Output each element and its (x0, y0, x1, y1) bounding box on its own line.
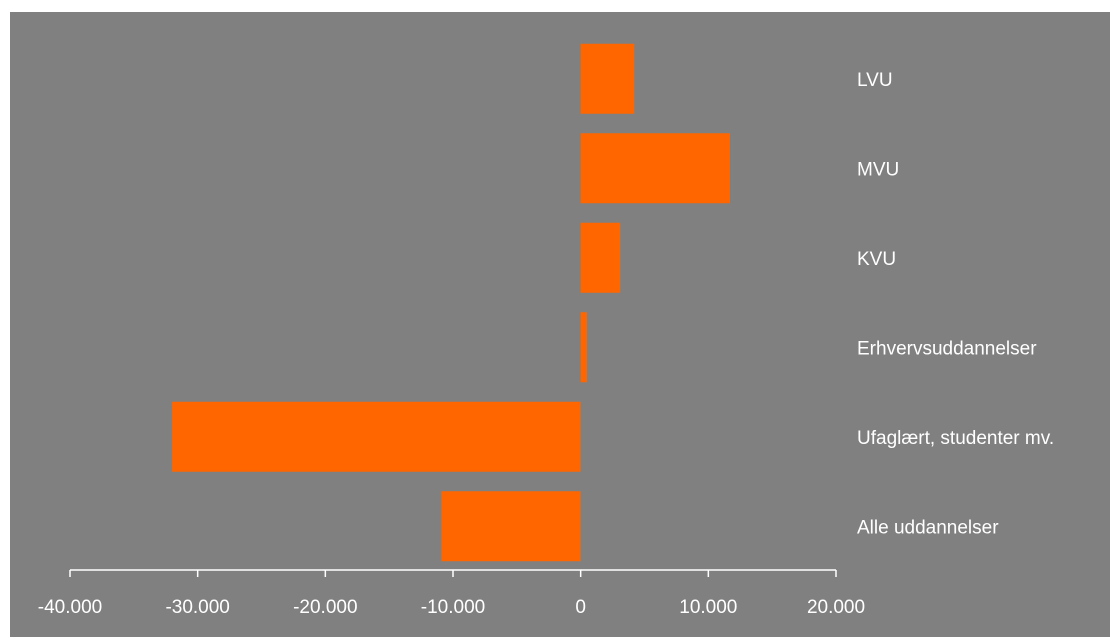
bar (172, 401, 581, 472)
category-label: MVU (857, 159, 899, 180)
x-tick-label: -10.000 (421, 597, 485, 618)
x-tick-label: 20.000 (807, 597, 865, 618)
bar (441, 491, 581, 562)
bar (580, 312, 588, 383)
x-tick-label: -30.000 (165, 597, 229, 618)
bar (580, 133, 731, 204)
x-tick-label: -40.000 (38, 597, 102, 618)
x-axis: -40.000 -30.000 -20.000 -10.000 0 10.000 20.00… (38, 569, 865, 618)
category-label: Ufaglært, studenter mv. (857, 428, 1054, 449)
bars-group (172, 43, 731, 562)
bar (580, 222, 621, 293)
x-tick-label: -20.000 (293, 597, 357, 618)
x-tick-label: 0 (575, 597, 586, 618)
category-labels: LVU MVU KVU Erhvervsuddannelser Ufaglært, st… (857, 70, 1054, 539)
category-label: LVU (857, 70, 893, 91)
x-tick-label: 10.000 (679, 597, 737, 618)
category-label: Alle uddannelser (857, 517, 999, 538)
category-label: KVU (857, 249, 896, 270)
bar (580, 43, 635, 114)
category-label: Erhvervsuddannelser (857, 338, 1037, 359)
